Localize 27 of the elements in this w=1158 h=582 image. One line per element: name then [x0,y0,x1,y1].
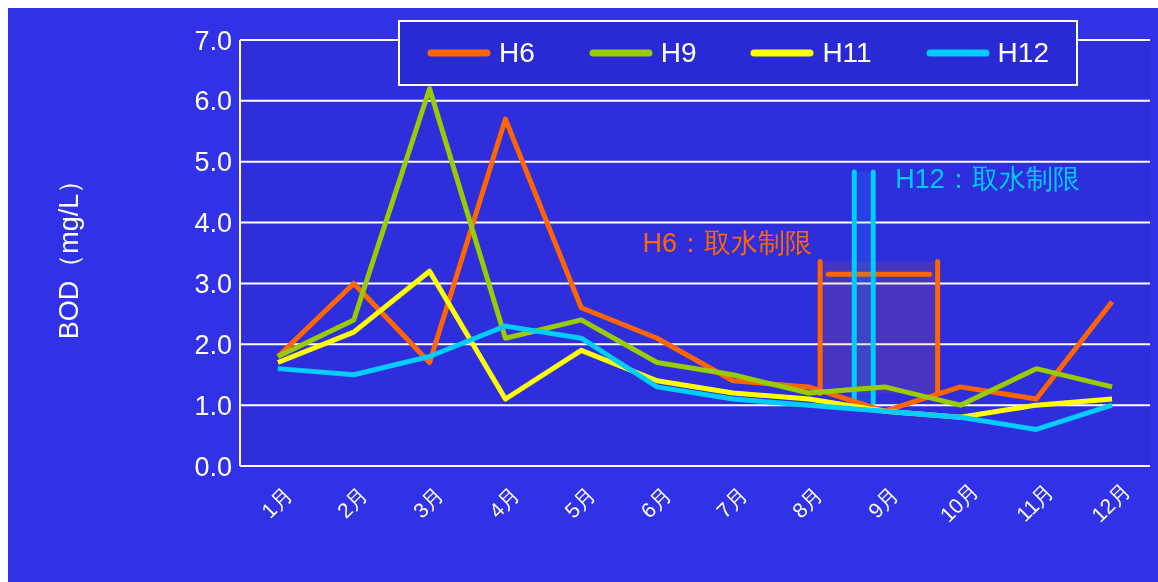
x-tick-label: 2月 [332,482,373,523]
x-tick-label: 6月 [636,482,676,523]
y-tick-label: 0.0 [194,451,232,482]
y-tick-label: 7.0 [194,25,232,56]
band-label: H6：取水制限 [642,227,813,258]
legend-label: H12 [997,37,1049,69]
band-label: H12：取水制限 [895,163,1080,194]
legend-label: H6 [498,37,535,69]
x-tick-label: 7月 [711,482,752,523]
x-tick-label: 1月 [256,482,297,523]
legend-label: H11 [822,37,872,69]
y-tick-label: 4.0 [194,208,232,239]
y-tick-label: 3.0 [194,269,232,300]
x-tick-label: 4月 [484,482,524,523]
x-tick-label: 10月 [935,478,983,527]
x-tick-label: 3月 [408,482,448,523]
x-tick-label: 11月 [1011,479,1059,526]
x-tick-label: 8月 [787,482,828,523]
x-tick-label: 9月 [863,482,903,523]
legend-label: H9 [660,37,697,69]
y-tick-label: 6.0 [194,86,232,117]
y-tick-label: 5.0 [194,147,232,178]
y-axis-title: BOD（mg/L） [53,166,84,340]
y-tick-label: 1.0 [194,390,232,421]
x-tick-label: 12月 [1086,478,1135,527]
x-tick-label: 5月 [560,482,600,523]
y-tick-label: 2.0 [194,329,232,360]
